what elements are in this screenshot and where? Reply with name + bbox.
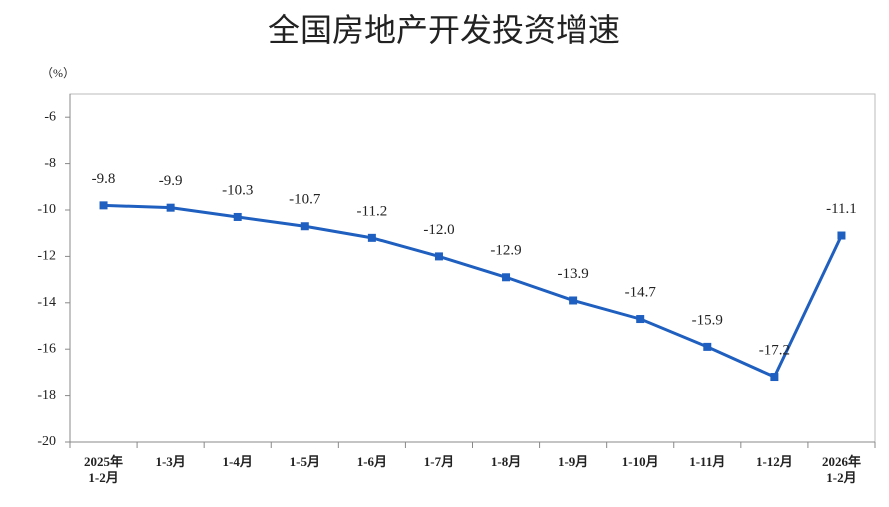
line xyxy=(103,203,843,380)
y-tick-label: -8 xyxy=(44,156,56,171)
y-axis-unit: （%） xyxy=(41,66,75,80)
marker xyxy=(703,342,712,351)
y-tick-label: -12 xyxy=(37,249,56,264)
x-tick-label: 1-5月 xyxy=(289,454,320,469)
y-tick-label: -14 xyxy=(37,295,56,310)
marker xyxy=(502,273,511,282)
marker xyxy=(367,233,376,242)
marker xyxy=(434,252,443,261)
x-tick-label: 1-11月 xyxy=(689,454,726,469)
data-label: -17.2 xyxy=(759,342,790,358)
y-tick-label: -6 xyxy=(44,109,56,124)
data-label: -15.9 xyxy=(692,312,723,328)
data-label: -12.0 xyxy=(423,222,454,238)
data-label: -13.9 xyxy=(558,266,589,282)
x-tick-label: 1-4月 xyxy=(222,454,253,469)
marker xyxy=(569,296,578,305)
x-tick-label: 1-3月 xyxy=(155,454,186,469)
x-tick-label: 1-12月 xyxy=(755,454,793,469)
x-tick-label: 2026年 1-2月 xyxy=(821,454,861,485)
x-tick-label: 1-10月 xyxy=(621,454,659,469)
x-tick-label: 2025年 1-2月 xyxy=(84,454,124,485)
marker xyxy=(99,201,108,210)
data-label: -14.7 xyxy=(625,284,657,300)
data-label: -9.8 xyxy=(92,171,116,187)
data-label: -11.2 xyxy=(357,203,388,219)
marker xyxy=(636,315,645,324)
y-tick-label: -20 xyxy=(37,434,56,449)
y-tick-label: -10 xyxy=(37,202,56,217)
x-tick-label: 1-8月 xyxy=(490,454,522,469)
y-tick-label: -18 xyxy=(37,388,56,403)
marker xyxy=(166,203,175,212)
data-label: -10.3 xyxy=(222,182,253,198)
y-tick-label: -16 xyxy=(37,341,56,356)
data-label: -12.9 xyxy=(490,243,521,259)
data-label: -9.9 xyxy=(159,173,183,189)
x-tick-label: 1-9月 xyxy=(557,454,589,469)
x-tick-label: 1-7月 xyxy=(423,454,455,469)
data-label: -10.7 xyxy=(289,192,321,208)
marker xyxy=(300,222,309,231)
chart-title: 全国房地产开发投资增速 xyxy=(268,11,620,49)
x-tick-label: 1-6月 xyxy=(356,454,388,469)
marker xyxy=(837,231,846,240)
data-label: -11.1 xyxy=(826,201,857,217)
marker xyxy=(770,373,779,382)
marker xyxy=(233,212,242,221)
